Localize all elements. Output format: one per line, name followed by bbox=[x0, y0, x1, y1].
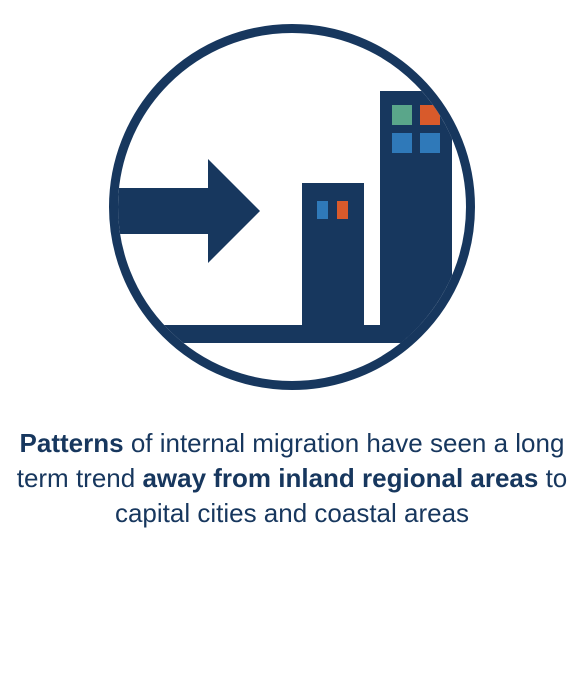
building-tall-icon bbox=[380, 91, 452, 343]
building-window bbox=[337, 201, 348, 219]
building-window bbox=[317, 201, 328, 219]
caption-text: Patterns of internal migration have seen… bbox=[0, 426, 584, 531]
ground-line bbox=[118, 325, 466, 343]
building-window bbox=[392, 133, 412, 153]
building-window bbox=[392, 105, 412, 125]
building-window bbox=[420, 133, 440, 153]
migration-icon-circle bbox=[109, 24, 475, 390]
building-window bbox=[420, 105, 440, 125]
building-short-icon bbox=[302, 183, 364, 343]
